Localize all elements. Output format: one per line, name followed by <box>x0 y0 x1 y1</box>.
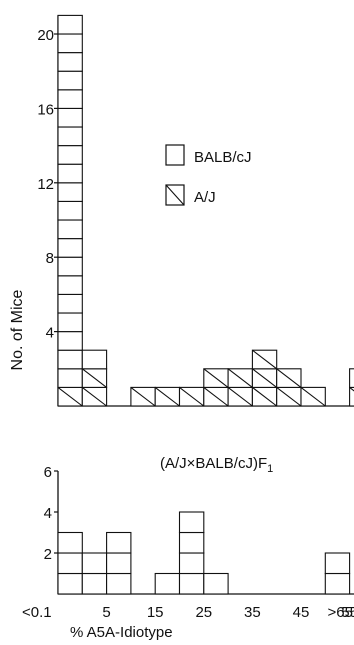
y-tick-label: 4 <box>46 325 54 342</box>
y-tick-label: 4 <box>44 505 52 522</box>
bar-cell-balb <box>57 163 83 184</box>
bar-cell <box>106 531 132 554</box>
x-tick-label: <0.1 <box>22 604 52 621</box>
bar-cell <box>57 552 83 575</box>
bar-cell-balb <box>81 349 108 370</box>
bar-cell <box>324 572 351 595</box>
bar-cell <box>154 572 181 595</box>
bar-cell <box>178 552 205 575</box>
bar-cell-aj <box>349 386 354 407</box>
bar-cell-balb <box>57 275 83 295</box>
bar-cell-aj-hatch <box>300 386 326 407</box>
y-tick-label: 12 <box>37 176 54 193</box>
y-axis-label: No. of Mice <box>9 289 26 370</box>
bar-cell <box>203 572 229 595</box>
bar-cell <box>57 531 83 554</box>
bar-cell-balb <box>57 52 83 72</box>
bar-cell-balb <box>57 349 83 370</box>
bar-cell-aj-hatch <box>252 368 278 388</box>
x-tick-label: 25 <box>195 604 212 621</box>
bar-cell-balb <box>57 331 83 351</box>
bar-cell-aj-hatch <box>227 386 253 407</box>
y-tick-label: 20 <box>37 27 54 44</box>
bar-cell-aj-hatch <box>227 368 253 388</box>
x-tick-label: >65 <box>328 604 353 621</box>
bar-cell-balb <box>57 368 83 388</box>
x-tick-label: 45 <box>293 604 310 621</box>
bar-cell-balb <box>57 256 83 277</box>
bar-cell <box>81 572 108 595</box>
bar-cell-aj-hatch <box>203 368 229 388</box>
bar-cell-balb <box>57 126 83 147</box>
y-tick-label: 16 <box>37 101 54 118</box>
bar-cell <box>106 572 132 595</box>
x-tick-label: 5 <box>102 604 110 621</box>
bar-cell-balb <box>57 182 83 202</box>
bar-cell-balb <box>57 107 83 128</box>
bar-cell-balb <box>349 368 354 388</box>
bar-cell <box>81 552 108 575</box>
bar-cell-aj-hatch <box>154 386 180 407</box>
bar-cell <box>178 531 205 554</box>
y-tick-label: 8 <box>46 250 54 267</box>
bar-cell-aj-hatch <box>81 386 107 407</box>
lower-title-subscript: 1 <box>267 463 273 475</box>
bar-cell-balb <box>57 200 83 221</box>
legend-swatch-aj-hatch <box>165 184 185 206</box>
bar-cell-aj-hatch <box>203 386 229 407</box>
bar-cell-aj-hatch <box>252 349 278 370</box>
bar-cell-aj-hatch <box>81 368 107 388</box>
bar-cell-balb <box>57 70 83 91</box>
lower-title: (A/J×BALB/cJ)F1 <box>160 455 273 475</box>
bar-cell-aj-hatch <box>130 386 156 407</box>
bar-cell <box>178 511 205 534</box>
y-tick-label: 2 <box>44 546 52 563</box>
bar-cell-balb <box>57 14 83 35</box>
legend-swatch-balb <box>165 144 185 166</box>
x-tick-label: 15 <box>147 604 164 621</box>
bar-cell <box>178 572 205 595</box>
bar-cell <box>324 552 351 575</box>
bar-cell-aj-hatch <box>276 386 302 407</box>
bar-cell-balb <box>57 89 83 109</box>
bar-cell <box>57 572 83 595</box>
x-tick-label: 55 <box>341 604 354 621</box>
bar-cell-aj-hatch <box>179 386 205 407</box>
x-tick-label: 35 <box>244 604 261 621</box>
bar-cell-balb <box>57 33 83 54</box>
legend-label-balb: BALB/cJ <box>194 149 252 166</box>
bar-cell <box>106 552 132 575</box>
lower-chart: 2 4 6 <0.1 5 15 25 35 45 55>65 <box>22 464 354 621</box>
y-tick-label: 6 <box>44 464 52 481</box>
x-axis-label: % A5A-Idiotype <box>70 624 173 641</box>
legend: BALB/cJ A/J <box>165 144 252 206</box>
bar-cell-aj-hatch <box>57 386 83 407</box>
bar-cell-aj-hatch <box>276 368 302 388</box>
bar-cell-aj-hatch <box>252 386 278 407</box>
bar-cell-balb <box>57 312 83 333</box>
bar-cell-balb <box>57 238 83 258</box>
bar-cell-balb <box>57 145 83 165</box>
legend-label-aj: A/J <box>194 189 216 206</box>
upper-chart: 4 8 12 16 20 <box>37 14 354 407</box>
bar-cell-balb <box>57 219 83 240</box>
bar-cell-balb <box>57 293 83 314</box>
